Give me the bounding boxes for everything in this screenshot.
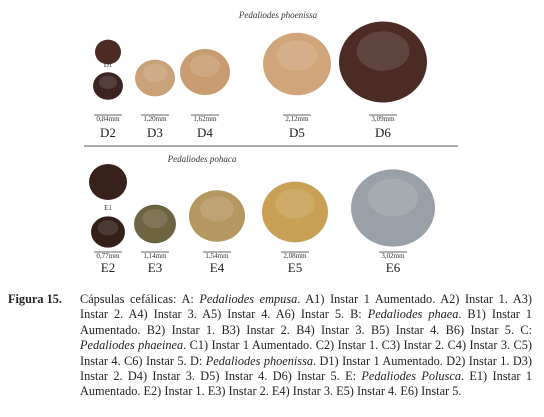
caption-segment: . E1) Instar 1 Aumentado. E2) Instar 1. … <box>80 369 532 399</box>
figure: Pedaliodes phoenissa D1 0,84mm D2 1,20mm D3 1,… <box>84 10 458 275</box>
capsule-photo <box>263 32 331 96</box>
capsule-label-small: E1 <box>104 204 112 212</box>
capsule-size: 1,20mm <box>143 115 167 123</box>
species-name: Pedaliodes phaea <box>367 307 459 322</box>
capsule-size: 1,14mm <box>143 252 167 260</box>
capsule-photo <box>339 21 427 103</box>
capsule-label: E4 <box>210 260 225 275</box>
capsule-photo <box>189 190 245 242</box>
capsule-label: D4 <box>197 125 213 140</box>
caption-text: Cápsulas cefálicas: A: Pedaliodes empusa… <box>80 292 532 400</box>
capsule-photo <box>91 216 125 248</box>
capsule-size: 3,02mm <box>381 252 405 260</box>
row-title: Pedaliodes pohaca <box>167 154 237 164</box>
capsule-size: 0,77mm <box>96 252 120 260</box>
capsule-size: 2,08mm <box>283 252 307 260</box>
capsule-highlight <box>97 220 119 236</box>
capsule-photo <box>262 181 328 243</box>
caption-label: Figura 15. <box>8 292 62 306</box>
caption-segment: . C1) Instar 1 Aumentado. C2) Instar 1. … <box>80 338 532 368</box>
capsule-highlight <box>99 75 117 89</box>
capsule-photo <box>95 39 121 65</box>
capsule-highlight <box>200 196 234 222</box>
capsule-photo <box>93 72 123 100</box>
row-title: Pedaliodes phoenissa <box>238 10 318 20</box>
capsule-highlight <box>143 64 167 82</box>
capsule-size: 3,09mm <box>371 115 395 123</box>
species-name: Pedaliodes phoenissa <box>205 353 314 368</box>
caption-segment: Cápsulas cefálicas: A: <box>80 292 200 306</box>
capsule-highlight <box>142 209 168 229</box>
caption-segment: . B1) Instar 1 Aumentado. B2) Instar 1. … <box>80 307 533 337</box>
capsule-label: E5 <box>288 260 302 275</box>
capsule-label: D5 <box>289 125 305 140</box>
capsule-label: E3 <box>148 260 162 275</box>
capsule-photo <box>180 49 230 95</box>
capsule-highlight <box>190 54 220 77</box>
capsule-highlight <box>367 178 419 217</box>
capsule-size: 2,12mm <box>285 115 309 123</box>
caption-segment: . D1) Instar 1 Aumentado. D2) Instar 1. … <box>80 353 532 384</box>
capsule-photo <box>351 169 435 247</box>
capsule-label: D3 <box>147 125 163 140</box>
capsule-label: D6 <box>375 125 391 140</box>
capsule-size: 1,62mm <box>193 115 217 123</box>
capsule-highlight <box>275 188 315 219</box>
species-name: Pedaliodes Polusca <box>361 369 461 384</box>
capsule-label: E2 <box>101 260 115 275</box>
species-name: Pedaliodes phaeinea <box>80 338 184 353</box>
species-name: Pedaliodes empusa <box>199 292 298 306</box>
capsule-highlight <box>356 31 410 71</box>
capsule-photo <box>134 204 176 244</box>
capsule-size: 1,54mm <box>205 252 229 260</box>
capsule-photo <box>89 163 127 201</box>
capsule-label-small: D1 <box>104 61 113 69</box>
capsule-size: 0,84mm <box>96 115 120 123</box>
capsule-photo <box>135 59 175 97</box>
caption-segment: . A1) Instar 1 Aumentado. A2) Instar 1. … <box>80 292 532 322</box>
capsule-label: E6 <box>386 260 401 275</box>
capsule-highlight <box>276 40 318 71</box>
capsule-label: D2 <box>100 125 116 140</box>
